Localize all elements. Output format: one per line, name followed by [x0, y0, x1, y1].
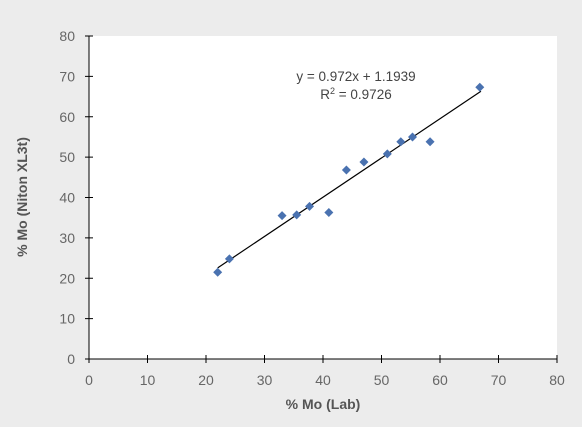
y-axis-ticks: 0 10 20 30 40 50 60 70 80 — [59, 28, 93, 367]
data-point — [341, 165, 351, 175]
x-tick-label: 80 — [549, 372, 565, 388]
r-squared-superscript: 2 — [330, 86, 335, 96]
data-point — [382, 149, 392, 159]
y-tick-label: 60 — [59, 109, 75, 125]
x-tick-label: 10 — [140, 372, 156, 388]
r-squared-value: = 0.9726 — [335, 87, 392, 102]
data-point — [224, 254, 234, 264]
x-axis-title: % Mo (Lab) — [286, 396, 361, 412]
r-squared-symbol: R — [320, 87, 330, 102]
data-point — [213, 267, 223, 277]
y-tick-label: 10 — [59, 311, 75, 327]
y-tick-label: 70 — [59, 68, 75, 84]
data-points — [213, 82, 485, 277]
x-axis-ticks: 0 10 20 30 40 50 60 70 80 — [85, 355, 565, 388]
data-point — [305, 201, 315, 211]
data-point — [324, 207, 334, 217]
x-tick-label: 20 — [198, 372, 214, 388]
y-axis-title: % Mo (Niton XL3t) — [14, 137, 30, 257]
data-point — [475, 82, 485, 92]
y-tick-label: 50 — [59, 149, 75, 165]
x-tick-label: 70 — [491, 372, 507, 388]
data-point — [292, 210, 302, 220]
equation-label: y = 0.972x + 1.1939 — [296, 69, 415, 84]
y-tick-label: 40 — [59, 190, 75, 206]
data-point — [408, 132, 418, 142]
data-point — [277, 211, 287, 221]
r-squared-label: R2 = 0.9726 — [320, 86, 391, 102]
x-tick-label: 40 — [315, 372, 331, 388]
y-tick-label: 80 — [59, 28, 75, 44]
x-tick-label: 50 — [374, 372, 390, 388]
data-point — [425, 137, 435, 147]
y-tick-label: 0 — [67, 351, 75, 367]
x-tick-label: 30 — [257, 372, 273, 388]
x-tick-label: 60 — [432, 372, 448, 388]
trendline — [217, 90, 482, 269]
y-tick-label: 20 — [59, 270, 75, 286]
x-tick-label: 0 — [85, 372, 93, 388]
data-point — [359, 157, 369, 167]
y-tick-label: 30 — [59, 230, 75, 246]
data-point — [396, 137, 406, 147]
